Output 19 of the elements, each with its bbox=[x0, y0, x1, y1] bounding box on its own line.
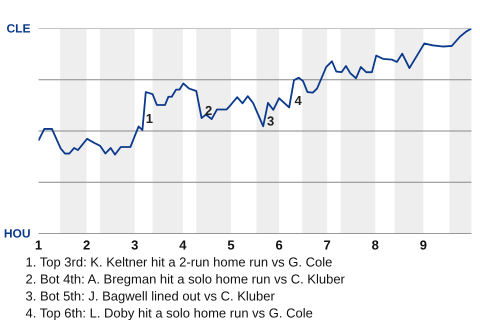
x-tick-label: 2 bbox=[82, 238, 90, 252]
x-tick-label: 6 bbox=[275, 238, 283, 252]
text: HOU bbox=[4, 226, 31, 240]
x-tick-label: 7 bbox=[324, 238, 331, 252]
x-tick-label: 5 bbox=[227, 238, 235, 252]
x-tick-label: 3 bbox=[131, 238, 138, 252]
x-tick-label: 1 bbox=[34, 238, 42, 252]
annotation: 2 bbox=[204, 103, 212, 118]
x-tick-label: 9 bbox=[420, 238, 428, 252]
text: 4. Top 6th: L. Doby hit a solo home run vs G. Cole bbox=[26, 306, 313, 320]
annotation: 3 bbox=[267, 113, 274, 128]
text: CLE bbox=[6, 22, 30, 36]
x-tick-label: 4 bbox=[179, 238, 188, 252]
x-tick-label: 8 bbox=[372, 238, 379, 252]
annotation: 4 bbox=[294, 92, 302, 108]
text: 2. Bot 4th: A. Bregman hit a solo home run vs C. Kluber bbox=[26, 272, 346, 286]
annotation: 1 bbox=[146, 111, 154, 126]
text: 3. Bot 5th: J. Bagwell lined out vs C. Kluber bbox=[26, 288, 276, 304]
text: 1. Top 3rd: K. Keltner hit a 2-run home run vs G. Cole bbox=[26, 254, 332, 270]
